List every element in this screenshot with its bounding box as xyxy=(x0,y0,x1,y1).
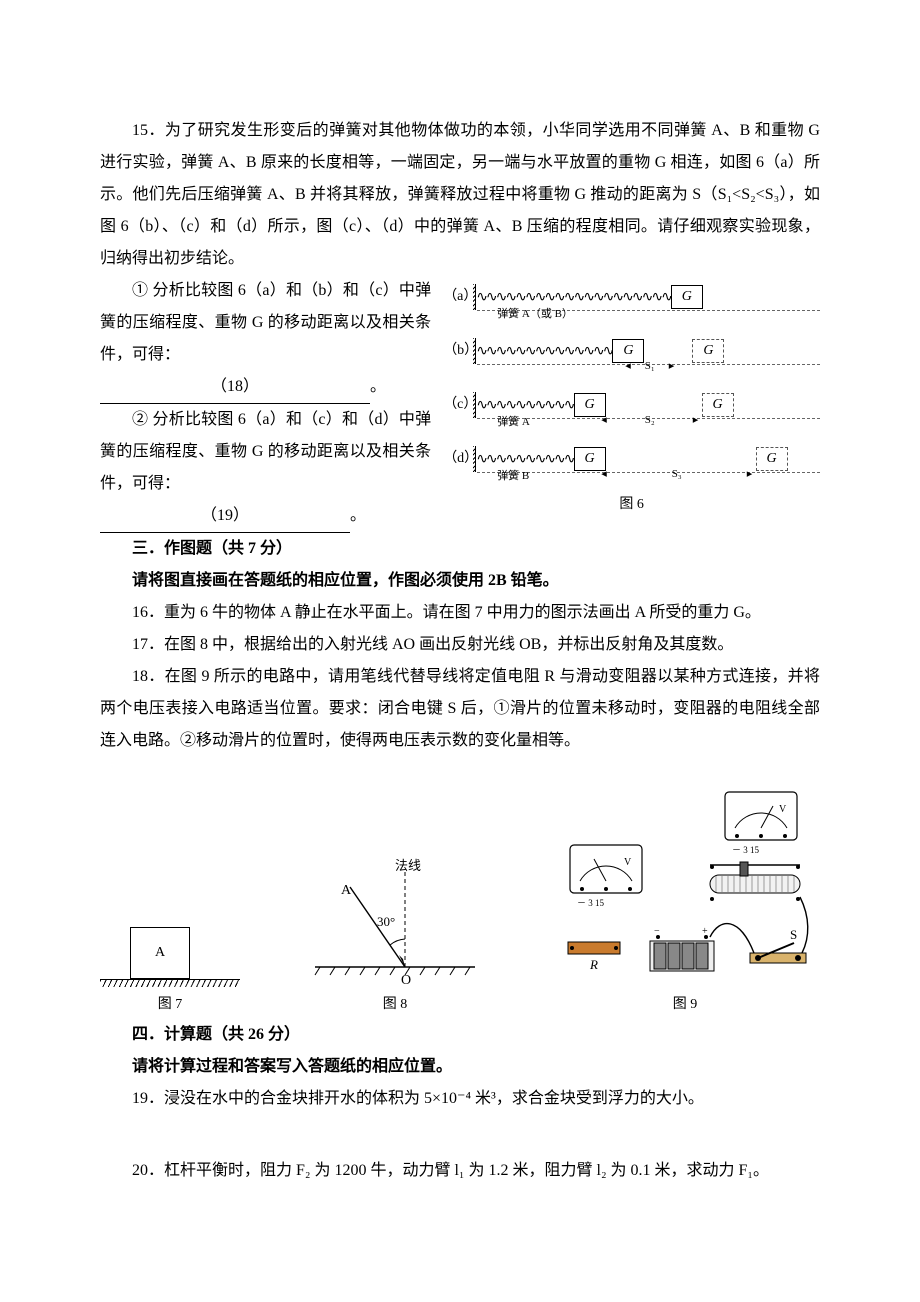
blank-18[interactable]: （18） xyxy=(200,371,270,404)
fig9-svg: V － 3 15 V － 3 15 xyxy=(550,787,820,987)
q19: 19．浸没在水中的合金块排开水的体积为 5×10⁻⁴ 米³，求合金块受到浮力的大… xyxy=(100,1083,820,1115)
section4-head: 四．计算题（共 26 分） xyxy=(100,1019,820,1051)
fig6-c-label: （c） xyxy=(443,391,473,419)
fig6-diagram: （a） ∿∿∿∿∿∿∿∿∿∿∿∿∿∿∿∿∿∿∿∿ G 弹簧 A（或 B） （b）… xyxy=(443,275,820,519)
weight-box-dashed: G xyxy=(756,447,788,471)
fig6-b-label: （b） xyxy=(443,337,473,365)
q15-blank19-line: （19） 。 xyxy=(100,500,431,533)
q16: 16．重为 6 牛的物体 A 静止在水平面上。请在图 7 中用力的图示法画出 A… xyxy=(100,597,820,629)
weight-box-dashed: G xyxy=(692,339,724,363)
fig8-O-label: O xyxy=(401,967,411,995)
spring-icon: ∿∿∿∿∿∿∿∿∿∿∿∿∿∿ xyxy=(476,337,612,365)
fig8-normal-label: 法线 xyxy=(395,853,421,879)
fig8: 法线 A 30° O 图 8 xyxy=(305,867,485,1019)
fig9-R-label: R xyxy=(589,957,598,972)
fig9-vrange-left: － 3 15 xyxy=(577,898,605,908)
fig6-row-c: （c） ∿∿∿∿∿∿∿∿∿∿ G G 弹簧 A ◂S₂▸ xyxy=(443,383,820,427)
s2-label: S₂ xyxy=(607,409,693,431)
fig6-d-label: （d） xyxy=(443,445,473,473)
svg-text:+: + xyxy=(702,926,708,937)
fig6-row-d: （d） ∿∿∿∿∿∿∿∿∿∿ G G 弹簧 B ◂S₃▸ xyxy=(443,437,820,481)
fig8-A-label: A xyxy=(341,877,351,905)
q18: 18．在图 9 所示的电路中，请用笔线代替导线将定值电阻 R 与滑动变阻器以某种… xyxy=(100,661,820,757)
svg-text:V: V xyxy=(624,857,632,868)
fig6-c-sublabel: 弹簧 A xyxy=(497,411,530,433)
fig6-row-b: （b） ∿∿∿∿∿∿∿∿∿∿∿∿∿∿ G G ◂S₁▸ xyxy=(443,329,820,373)
figures-row: A 图 7 法线 A xyxy=(100,787,820,1019)
fig8-caption: 图 8 xyxy=(305,991,485,1019)
fig6-row-a: （a） ∿∿∿∿∿∿∿∿∿∿∿∿∿∿∿∿∿∿∿∿ G 弹簧 A（或 B） xyxy=(443,275,820,319)
q15-layout: ① 分析比较图 6（a）和（b）和（c）中弹簧的压缩程度、重物 G 的移动距离以… xyxy=(100,275,820,533)
q17: 17．在图 8 中，根据给出的入射光线 AO 画出反射光线 OB，并标出反射角及… xyxy=(100,629,820,661)
section3-instr: 请将图直接画在答题纸的相应位置，作图必须使用 2B 铅笔。 xyxy=(100,565,820,597)
fig6-d-sublabel: 弹簧 B xyxy=(497,465,529,487)
svg-text:V: V xyxy=(779,804,787,815)
blank-19[interactable]: （19） xyxy=(190,500,260,533)
q20: 20．杠杆平衡时，阻力 F₂ 为 1200 牛，动力臂 l₁ 为 1.2 米，阻… xyxy=(100,1155,820,1187)
fig6-a-label: （a） xyxy=(443,283,473,311)
q15-blank18-line: （18） 。 xyxy=(100,371,431,404)
section4-instr: 请将计算过程和答案写入答题纸的相应位置。 xyxy=(100,1051,820,1083)
q15-intro: 15．为了研究发生形变后的弹簧对其他物体做功的本领，小华同学选用不同弹簧 A、B… xyxy=(100,115,820,275)
weight-box: G xyxy=(671,285,703,309)
fig9-S-label: S xyxy=(790,927,797,942)
ground-icon xyxy=(100,979,240,987)
q15-left-col: ① 分析比较图 6（a）和（b）和（c）中弹簧的压缩程度、重物 G 的移动距离以… xyxy=(100,275,431,533)
fig6-a-sublabel: 弹簧 A（或 B） xyxy=(497,303,573,325)
fig6-caption: 图 6 xyxy=(443,491,820,519)
fig9: V － 3 15 V － 3 15 xyxy=(550,787,820,1019)
svg-text:−: − xyxy=(654,926,660,937)
fig9-vrange-top: － 3 15 xyxy=(732,845,760,855)
fig7: A 图 7 xyxy=(100,887,240,1019)
s1-label: S₁ xyxy=(631,355,669,377)
s3-label: S₃ xyxy=(607,463,747,485)
fig7-caption: 图 7 xyxy=(100,991,240,1019)
fig8-angle-label: 30° xyxy=(377,909,395,935)
fig9-caption: 图 9 xyxy=(550,991,820,1019)
section3-head: 三．作图题（共 7 分） xyxy=(100,533,820,565)
q15-sub1: ① 分析比较图 6（a）和（b）和（c）中弹簧的压缩程度、重物 G 的移动距离以… xyxy=(100,275,431,371)
weight-box-dashed: G xyxy=(702,393,734,417)
fig7-block: A xyxy=(130,927,190,979)
q15-sub2: ② 分析比较图 6（a）和（c）和（d）中弹簧的压缩程度、重物 G 的移动距离以… xyxy=(100,404,431,500)
